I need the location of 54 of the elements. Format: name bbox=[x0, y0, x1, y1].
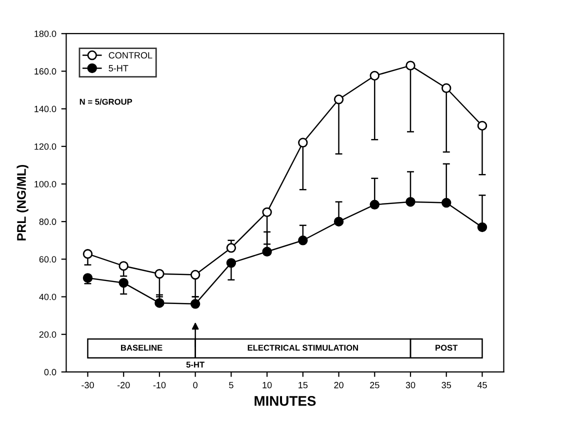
y-tick-label: 20.0 bbox=[39, 331, 56, 338]
point bbox=[334, 94, 344, 104]
point bbox=[477, 222, 488, 232]
y-tick-label: 140.0 bbox=[34, 106, 56, 112]
x-tick-label: 0 bbox=[193, 382, 198, 388]
x-tick-label: -30 bbox=[82, 382, 94, 388]
annotation: N = 5/GROUP bbox=[80, 98, 132, 105]
x-tick-label: 45 bbox=[477, 382, 487, 388]
point bbox=[226, 258, 236, 268]
y-tick-label: 160.0 bbox=[34, 68, 56, 75]
annotation: ELECTRICAL STIMULATION bbox=[248, 344, 358, 351]
point bbox=[262, 207, 272, 218]
y-tick-label: 100.0 bbox=[34, 180, 56, 188]
x-tick-label: 5 bbox=[229, 382, 234, 388]
point bbox=[262, 246, 272, 257]
point bbox=[442, 83, 452, 93]
y-tick-label: 80.0 bbox=[39, 218, 56, 225]
x-tick-label: 15 bbox=[298, 382, 308, 388]
point bbox=[334, 216, 344, 226]
x-tick-label: -10 bbox=[153, 382, 166, 388]
point bbox=[442, 198, 452, 208]
annotation: POST bbox=[436, 344, 458, 351]
y-tick-label: 180.0 bbox=[34, 30, 56, 37]
y-tick-label: 60.0 bbox=[39, 256, 56, 263]
x-tick-label: 20 bbox=[334, 382, 344, 388]
x-axis-title: MINUTES bbox=[254, 396, 316, 406]
legend-label: CONTROL bbox=[108, 52, 152, 59]
point bbox=[298, 138, 308, 148]
point bbox=[190, 270, 200, 280]
point bbox=[370, 200, 380, 210]
x-tick-label: 30 bbox=[406, 382, 416, 388]
point bbox=[82, 249, 93, 259]
point bbox=[154, 298, 164, 308]
y-tick-label: 40.0 bbox=[39, 294, 56, 300]
point bbox=[298, 236, 308, 246]
point bbox=[406, 60, 416, 70]
y-tick-label: 0.0 bbox=[44, 368, 56, 376]
x-tick-label: 10 bbox=[262, 382, 272, 388]
y-axis-title: PRL (NG/ML) bbox=[16, 164, 28, 240]
x-tick-label: -20 bbox=[117, 382, 130, 388]
point bbox=[477, 120, 488, 131]
annotation: 5-HT bbox=[186, 362, 204, 368]
y-tick-label: 120.0 bbox=[34, 143, 56, 150]
point bbox=[118, 261, 128, 271]
point bbox=[118, 278, 128, 288]
x-tick-label: 25 bbox=[370, 382, 380, 388]
point bbox=[370, 70, 380, 81]
point bbox=[154, 268, 164, 279]
point bbox=[406, 196, 416, 207]
point bbox=[190, 299, 200, 309]
annotation: BASELINE bbox=[121, 344, 162, 351]
point bbox=[226, 243, 236, 253]
legend-label: 5-HT bbox=[108, 65, 128, 72]
x-tick-label: 35 bbox=[442, 382, 452, 388]
